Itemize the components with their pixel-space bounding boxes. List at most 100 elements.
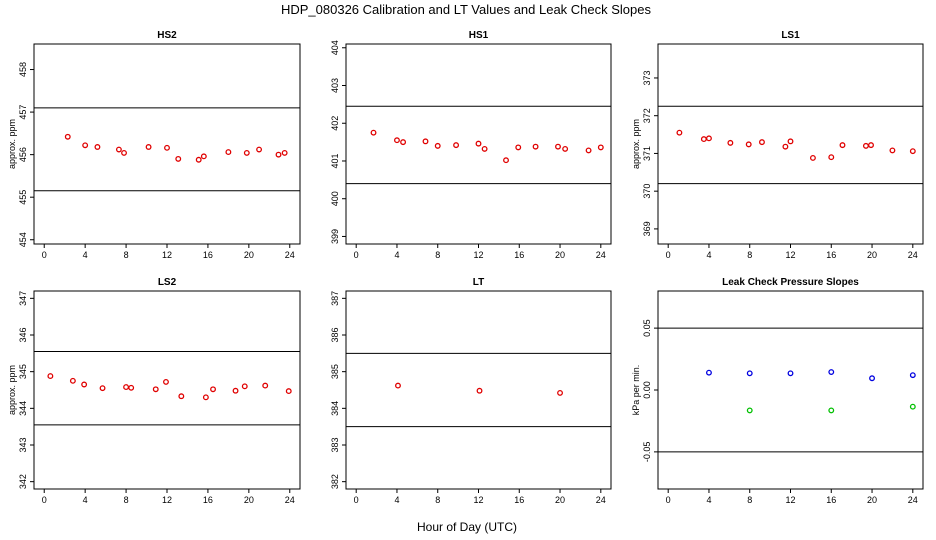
y-tick-label: 385 xyxy=(330,364,340,379)
data-point xyxy=(256,146,263,153)
x-tick-label: 8 xyxy=(747,495,752,505)
data-point xyxy=(123,384,130,391)
y-tick-label: 402 xyxy=(330,116,340,131)
panel-frame xyxy=(657,290,924,490)
panel-title: HS2 xyxy=(157,30,177,41)
y-tick-label: 373 xyxy=(642,70,652,85)
y-tick-label: -0.05 xyxy=(642,442,652,463)
x-tick-label: 12 xyxy=(162,495,172,505)
data-point xyxy=(475,140,482,147)
x-tick-label: 24 xyxy=(908,495,918,505)
y-tick-label: 386 xyxy=(330,327,340,342)
panel-3: LS1 0 4 8 12 16 20 24 369 370 371 372 373 approx. ppm xyxy=(631,30,924,260)
data-point xyxy=(145,144,152,150)
data-point xyxy=(597,144,604,151)
x-tick-label: 4 xyxy=(394,495,399,505)
data-point xyxy=(706,369,712,376)
data-point xyxy=(232,387,239,394)
data-point xyxy=(64,133,71,140)
data-point xyxy=(782,143,789,150)
y-tick-label: 382 xyxy=(330,474,340,489)
data-point xyxy=(839,142,846,149)
x-tick-label: 8 xyxy=(124,250,129,260)
data-point xyxy=(555,143,561,150)
data-point xyxy=(503,157,509,164)
x-tick-label: 20 xyxy=(555,495,565,505)
x-tick-label: 0 xyxy=(42,495,47,505)
data-point xyxy=(809,155,816,161)
data-point xyxy=(152,386,159,393)
x-tick-label: 4 xyxy=(706,495,711,505)
x-tick-label: 0 xyxy=(42,250,47,260)
y-tick-label: 384 xyxy=(330,401,340,416)
data-point xyxy=(434,142,441,149)
y-tick-label: 0.05 xyxy=(642,319,652,337)
x-tick-label: 20 xyxy=(555,250,565,260)
data-point xyxy=(868,142,874,149)
data-point xyxy=(862,142,869,149)
data-point xyxy=(69,377,76,384)
y-tick-label: 371 xyxy=(642,146,652,161)
panel-title: LS1 xyxy=(781,30,800,41)
x-tick-label: 16 xyxy=(203,250,213,260)
x-tick-label: 16 xyxy=(514,495,524,505)
x-tick-label: 20 xyxy=(867,495,877,505)
x-tick-label: 12 xyxy=(473,250,483,260)
data-point xyxy=(828,369,835,376)
data-point xyxy=(262,382,269,389)
data-point xyxy=(400,139,407,146)
x-tick-label: 24 xyxy=(285,495,295,505)
x-tick-label: 24 xyxy=(596,250,606,260)
x-tick-label: 16 xyxy=(826,250,836,260)
data-point xyxy=(225,149,232,156)
data-point xyxy=(909,403,916,410)
panel-frame xyxy=(345,290,612,490)
data-point xyxy=(82,142,89,149)
y-tick-label: 400 xyxy=(330,191,340,206)
x-tick-label: 4 xyxy=(706,250,711,260)
y-tick-label: 455 xyxy=(18,190,28,205)
y-tick-label: 401 xyxy=(330,153,340,168)
x-tick-label: 16 xyxy=(203,495,213,505)
data-point xyxy=(285,388,292,395)
data-point xyxy=(241,383,248,390)
y-tick-label: 456 xyxy=(18,147,28,162)
data-point xyxy=(745,141,752,148)
y-tick-label: 458 xyxy=(18,62,28,77)
x-axis-title: Hour of Day (UTC) xyxy=(417,520,517,534)
x-tick-label: 20 xyxy=(244,250,254,260)
x-tick-label: 12 xyxy=(785,250,795,260)
x-tick-label: 0 xyxy=(666,250,671,260)
data-point xyxy=(787,370,794,377)
data-point xyxy=(200,153,207,160)
y-tick-label: 344 xyxy=(18,401,28,416)
data-point xyxy=(94,144,101,150)
data-point xyxy=(394,137,400,144)
data-point xyxy=(869,375,875,382)
x-tick-label: 12 xyxy=(473,495,483,505)
x-tick-label: 0 xyxy=(354,250,359,260)
data-point xyxy=(81,381,88,388)
data-point xyxy=(202,394,209,401)
x-tick-label: 8 xyxy=(435,495,440,505)
y-tick-label: 343 xyxy=(18,437,28,452)
panel-5: LT 0 4 8 12 16 20 24 382 383 384 385 386 387 xyxy=(330,277,612,505)
panel-frame xyxy=(33,290,301,490)
data-point xyxy=(210,386,216,393)
x-tick-label: 4 xyxy=(83,495,88,505)
data-point xyxy=(178,393,185,400)
y-tick-label: 454 xyxy=(18,232,28,247)
x-tick-label: 12 xyxy=(785,495,795,505)
data-point xyxy=(909,148,916,155)
panel-title: Leak Check Pressure Slopes xyxy=(722,277,859,288)
x-tick-label: 24 xyxy=(908,250,918,260)
data-point xyxy=(99,385,106,392)
panel-6: Leak Check Pressure Slopes 0 4 8 12 16 20 24 -0.… xyxy=(631,277,924,505)
x-tick-label: 16 xyxy=(514,250,524,260)
y-tick-label: 370 xyxy=(642,184,652,199)
data-point xyxy=(195,156,202,163)
data-point xyxy=(676,129,683,136)
data-point xyxy=(706,135,712,142)
data-point xyxy=(476,387,483,394)
